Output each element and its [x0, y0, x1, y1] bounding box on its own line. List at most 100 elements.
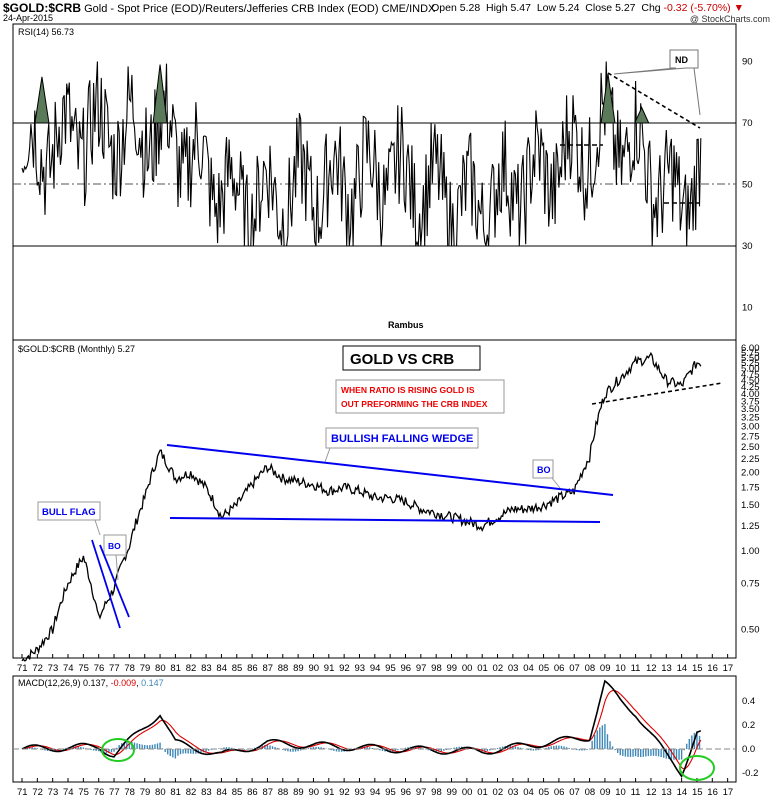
- price-y-tick: 4.50: [741, 376, 760, 387]
- flag-line-2: [99, 544, 130, 618]
- price-y-tick: 5.50: [741, 353, 760, 364]
- x-tick-label-macd: 00: [462, 787, 473, 798]
- x-tick-label: 90: [308, 663, 319, 674]
- symbol-label: $GOLD:$CRB: [3, 1, 82, 15]
- x-tick-label-macd: 11: [631, 787, 641, 798]
- rsi-y-tick: 50: [742, 180, 753, 191]
- x-tick-label: 14: [677, 663, 688, 674]
- rsi-divergence-line: [607, 72, 701, 129]
- x-tick-label: 07: [569, 663, 580, 674]
- bo-box-1: [103, 534, 127, 556]
- x-tick-label: 09: [600, 663, 611, 674]
- x-tick-label: 73: [48, 663, 59, 674]
- flag-label-pointer: [94, 519, 101, 536]
- rsi-y-tick: 70: [742, 118, 753, 129]
- x-tick-label: 98: [431, 663, 442, 674]
- price-y-tick: 0.75: [741, 579, 760, 590]
- x-tick-label-macd: 09: [600, 787, 611, 798]
- x-tick-label-macd: 74: [63, 787, 74, 798]
- low-label: Low: [536, 2, 557, 14]
- x-tick-label: 11: [631, 663, 641, 674]
- x-tick-label-macd: 13: [661, 787, 672, 798]
- close-label: Close: [585, 2, 613, 14]
- x-tick-label: 71: [17, 663, 28, 674]
- price-y-tick: 2.25: [741, 454, 760, 465]
- price-y-tick: 3.00: [741, 422, 760, 433]
- x-tick-label: 88: [278, 663, 289, 674]
- chart-date: 24-Apr-2015: [3, 13, 54, 23]
- x-tick-label-macd: 15: [692, 787, 703, 798]
- ohlc-readout: Open 5.28 High 5.47 Low 5.24 Close 5.27 …: [431, 2, 744, 14]
- x-tick-label-macd: 79: [140, 787, 151, 798]
- x-tick-label-macd: 93: [354, 787, 365, 798]
- x-tick-label-macd: 78: [124, 787, 135, 798]
- price-y-tick: 5.00: [741, 364, 760, 375]
- chart-header-title: $GOLD:$CRB Gold - Spot Price (EOD)/Reute…: [3, 1, 435, 15]
- bo-label-2: BO: [537, 465, 551, 475]
- price-y-tick: 3.75: [741, 396, 760, 407]
- macd-circle-1: [101, 738, 135, 762]
- price-y-tick: 2.00: [741, 468, 760, 479]
- price-y-tick: 3.25: [741, 413, 760, 424]
- x-tick-label: 93: [354, 663, 365, 674]
- price-y-tick: 4.75: [741, 369, 760, 380]
- price-series-group: [21, 351, 702, 662]
- price-y-tick: 6.00: [741, 343, 760, 354]
- flag-line-1: [91, 539, 121, 629]
- x-tick-label: 83: [201, 663, 212, 674]
- x-tick-label-macd: 99: [447, 787, 458, 798]
- macd-legend: MACD(12,26,9) 0.137, -0.009, 0.147: [18, 678, 164, 688]
- bo-pointer-1: [115, 554, 119, 581]
- title-box: [342, 345, 481, 371]
- x-tick-label: 79: [140, 663, 151, 674]
- price-line: [21, 351, 702, 662]
- wedge-label-box: [325, 427, 479, 449]
- rsi-series-group: [21, 61, 702, 247]
- macd-y-tick: 0.2: [742, 720, 755, 731]
- x-tick-label-macd: 80: [155, 787, 166, 798]
- chart-title: GOLD VS CRB: [350, 351, 454, 368]
- x-tick-label: 00: [462, 663, 473, 674]
- x-tick-label: 16: [707, 663, 718, 674]
- rsi-overbought-fill: [633, 106, 650, 124]
- price-y-tick: 2.50: [741, 442, 760, 453]
- rsi-y-tick: 30: [742, 241, 753, 252]
- price-y-tick: 1.50: [741, 500, 760, 511]
- price-y-tick: 4.00: [741, 389, 760, 400]
- flag-label-box: [37, 501, 101, 521]
- red-note-box: [335, 379, 505, 414]
- price-y-tick: 4.25: [741, 382, 760, 393]
- x-tick-label: 05: [539, 663, 550, 674]
- macd-y-tick: 0.4: [742, 696, 755, 707]
- rsi-ticks: 90 70 50 30 10: [742, 57, 753, 314]
- x-tick-label: 08: [585, 663, 596, 674]
- x-tick-label-macd: 76: [94, 787, 105, 798]
- x-tick-label: 13: [661, 663, 672, 674]
- x-tick-label-macd: 86: [247, 787, 258, 798]
- macd-circle-2: [679, 755, 715, 781]
- x-tick-label-macd: 90: [308, 787, 319, 798]
- x-tick-label: 95: [385, 663, 396, 674]
- x-tick-label-macd: 97: [416, 787, 427, 798]
- price-y-tick: 1.25: [741, 521, 760, 532]
- chg-label: Chg: [641, 2, 661, 14]
- price-y-tick: 0.50: [741, 625, 760, 636]
- author-label: Rambus: [388, 320, 424, 330]
- price-y-tick: 2.75: [741, 431, 760, 442]
- x-tick-label: 72: [32, 663, 43, 674]
- down-arrow-icon: ▼: [733, 2, 744, 14]
- macd-ticks: 0.4 0.2 0.0 -0.2: [13, 696, 758, 779]
- price-support-line: [591, 382, 723, 405]
- x-tick-label-macd: 08: [585, 787, 596, 798]
- x-tick-label: 80: [155, 663, 166, 674]
- x-tick-label-macd: 87: [262, 787, 273, 798]
- x-tick-label: 15: [692, 663, 703, 674]
- x-tick-label-macd: 98: [431, 787, 442, 798]
- macd-series-group: [21, 679, 702, 778]
- macd-y-tick: 0.0: [742, 744, 755, 755]
- rsi-overbought-fill: [34, 76, 50, 124]
- price-y-tick: 3.50: [741, 404, 760, 415]
- x-tick-label-macd: 82: [186, 787, 197, 798]
- x-tick-label: 96: [401, 663, 412, 674]
- x-tick-label: 74: [63, 663, 74, 674]
